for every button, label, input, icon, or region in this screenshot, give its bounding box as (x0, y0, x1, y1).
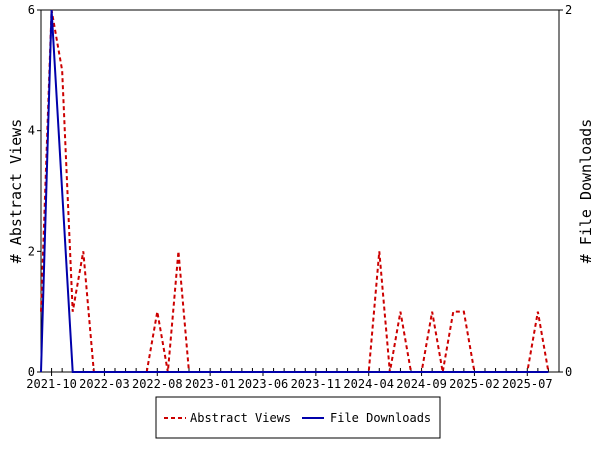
x-tick-label: 2024-04 (343, 377, 394, 391)
x-axis: 2021-10 2022-03 2022-08 2023-01 2023-06 2023-… (26, 368, 560, 391)
x-tick-label: 2021-10 (26, 377, 77, 391)
y-axis-title-right: # File Downloads (577, 119, 595, 264)
y-tick-label: 4 (28, 124, 35, 138)
plot-frame (40, 9, 560, 373)
x-tick-label: 2023-11 (291, 377, 342, 391)
x-tick-label: 2025-07 (502, 377, 553, 391)
plot-area (40, 9, 560, 373)
y-axis-title-left: # Abstract Views (7, 119, 25, 264)
y-tick-label: 6 (28, 3, 35, 17)
y-tick-label: 0 (28, 365, 35, 379)
y-axis-right: 02 (559, 3, 572, 379)
x-tick-label: 2024-09 (396, 377, 447, 391)
legend: Abstract Views File Downloads (155, 396, 441, 439)
y-axis-left: 0 2 4 6 (28, 3, 41, 379)
y-tick-label: 2 (28, 244, 35, 258)
y2-tick-label: 2 (565, 3, 572, 17)
x-tick-label: 2025-02 (449, 377, 500, 391)
x-tick-label: 2023-06 (238, 377, 289, 391)
y2-tick-label: 0 (565, 365, 572, 379)
legend-label-file-downloads: File Downloads (330, 411, 431, 425)
series-layer (40, 9, 550, 373)
legend-label-abstract-views: Abstract Views (190, 411, 291, 425)
x-tick-label: 2022-08 (132, 377, 183, 391)
x-tick-label: 2022-03 (79, 377, 130, 391)
x-tick-label: 2023-01 (185, 377, 236, 391)
legend-box (155, 396, 441, 439)
